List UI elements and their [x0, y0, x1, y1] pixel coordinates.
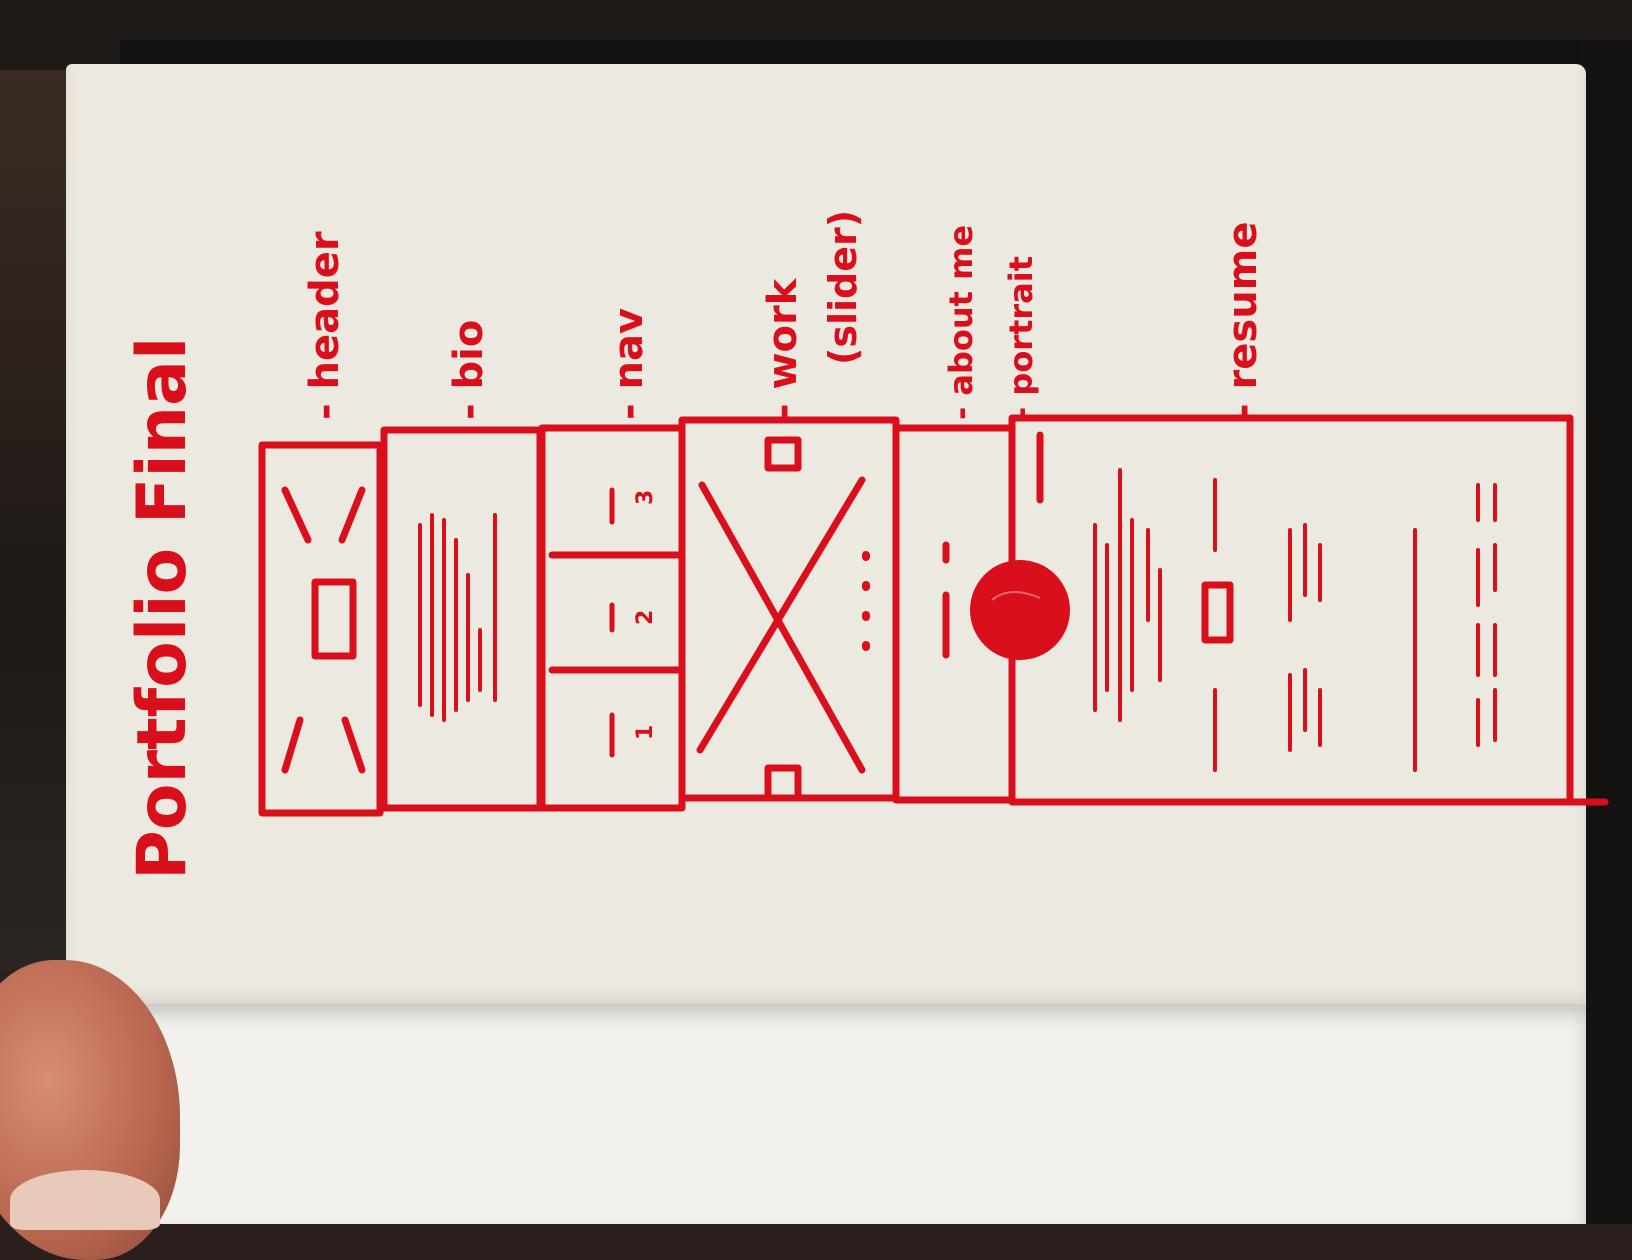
notebook-cover-right — [1580, 40, 1632, 1224]
nav-number-3: 3 — [633, 490, 658, 505]
wireframe-sketch: Portfolio Final - header - bio - nav - w… — [123, 210, 1609, 880]
label-portrait: - portrait — [1002, 256, 1040, 420]
header-box — [258, 441, 384, 817]
label-resume: - resume — [1220, 222, 1266, 420]
label-nav: - nav — [606, 308, 652, 420]
nav-number-2: 2 — [633, 610, 658, 625]
slider-arrow-top — [764, 436, 802, 472]
header-logo-box — [311, 578, 357, 660]
bio-text-lines — [418, 513, 497, 722]
label-work: - work — [760, 277, 806, 420]
thumbnail-nail — [10, 1170, 160, 1230]
resume-icon-box — [1201, 581, 1234, 644]
label-header: - header — [302, 231, 348, 420]
label-work-slider: (slider) — [821, 210, 865, 365]
label-about: - about me — [942, 225, 980, 420]
notebook-next-page — [70, 1004, 1586, 1224]
resume-text-lines — [1093, 468, 1497, 772]
sketch-title: Portfolio Final — [123, 337, 202, 880]
nav-number-1: 1 — [633, 725, 658, 740]
label-bio: - bio — [446, 320, 492, 420]
bio-box — [380, 426, 544, 812]
slider-arrow-bottom — [764, 764, 802, 802]
work-slider-box — [678, 416, 900, 802]
portrait-circle — [970, 560, 1070, 660]
